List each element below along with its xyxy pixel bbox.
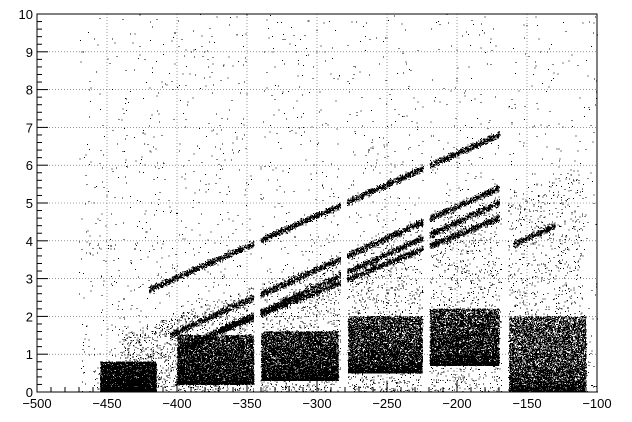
y-tick-label: 7 [26,120,33,135]
y-tick-label: 4 [26,234,33,249]
x-tick-label: −500 [22,396,51,411]
y-tick-label: 1 [26,347,33,362]
x-tick-label: −250 [372,396,401,411]
y-tick-label: 10 [19,7,33,22]
x-tick-label: −200 [442,396,471,411]
y-axis-tick-labels: 0 1 2 3 4 5 6 7 8 9 10 [19,7,33,400]
y-tick-label: 8 [26,83,33,98]
y-tick-label: 3 [26,272,33,287]
y-tick-label: 9 [26,45,33,60]
x-tick-label: −350 [232,396,261,411]
y-tick-label: 2 [26,309,33,324]
y-tick-label: 5 [26,196,33,211]
x-tick-label: −400 [162,396,191,411]
x-tick-label: −300 [302,396,331,411]
y-tick-label: 0 [26,385,33,400]
x-tick-label: −450 [92,396,121,411]
x-tick-label: −100 [582,396,611,411]
y-tick-label: 6 [26,158,33,173]
axis-ticks [36,13,598,393]
x-tick-label: −150 [512,396,541,411]
x-axis-tick-labels: −500 −450 −400 −350 −300 −250 −200 −150 −100 [22,396,611,411]
